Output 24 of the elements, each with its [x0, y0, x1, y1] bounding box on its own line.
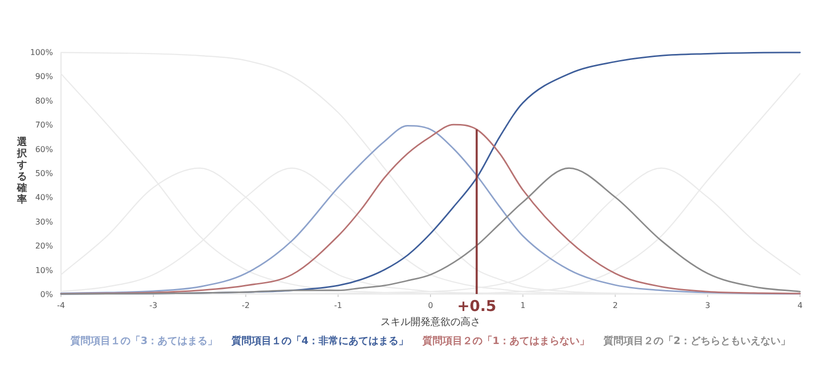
y-tick-label: 10% — [35, 266, 54, 275]
x-tick-label: 0 — [428, 301, 434, 310]
legend: 質問項目１の「3：あてはまる」 質問項目１の「4：非常にあてはまる」 質問項目２の「1：あてはまらない」 質問項目２の「2：どちらともいえない」 — [70, 336, 790, 347]
x-tick-label: -3 — [149, 301, 158, 310]
y-tick-label: 90% — [35, 72, 54, 82]
y-tick-label: 20% — [35, 242, 54, 251]
x-tick-label: 1 — [520, 301, 526, 310]
x-tick-label: -1 — [334, 301, 342, 310]
x-tick-label: -4 — [57, 301, 65, 310]
y-axis-title: 選択する確率 — [16, 136, 28, 206]
y-tick-label: 50% — [35, 169, 54, 178]
y-tick-label: 100% — [30, 48, 54, 57]
y-tick-label: 0% — [40, 290, 54, 299]
x-tick-label: -2 — [242, 301, 250, 310]
x-tick-label: 2 — [612, 301, 618, 310]
y-tick-label: 80% — [35, 96, 54, 106]
x-axis-title: スキル開発意欲の高さ — [380, 316, 480, 328]
x-tick-label: 4 — [797, 301, 803, 310]
x-tick-label: 3 — [705, 301, 710, 310]
y-tick-label: 70% — [35, 120, 54, 130]
y-tick-label: 30% — [35, 217, 54, 226]
ref-line-label: +0.5 — [457, 297, 496, 315]
y-tick-label: 40% — [35, 193, 54, 202]
y-tick-label: 60% — [35, 144, 54, 154]
